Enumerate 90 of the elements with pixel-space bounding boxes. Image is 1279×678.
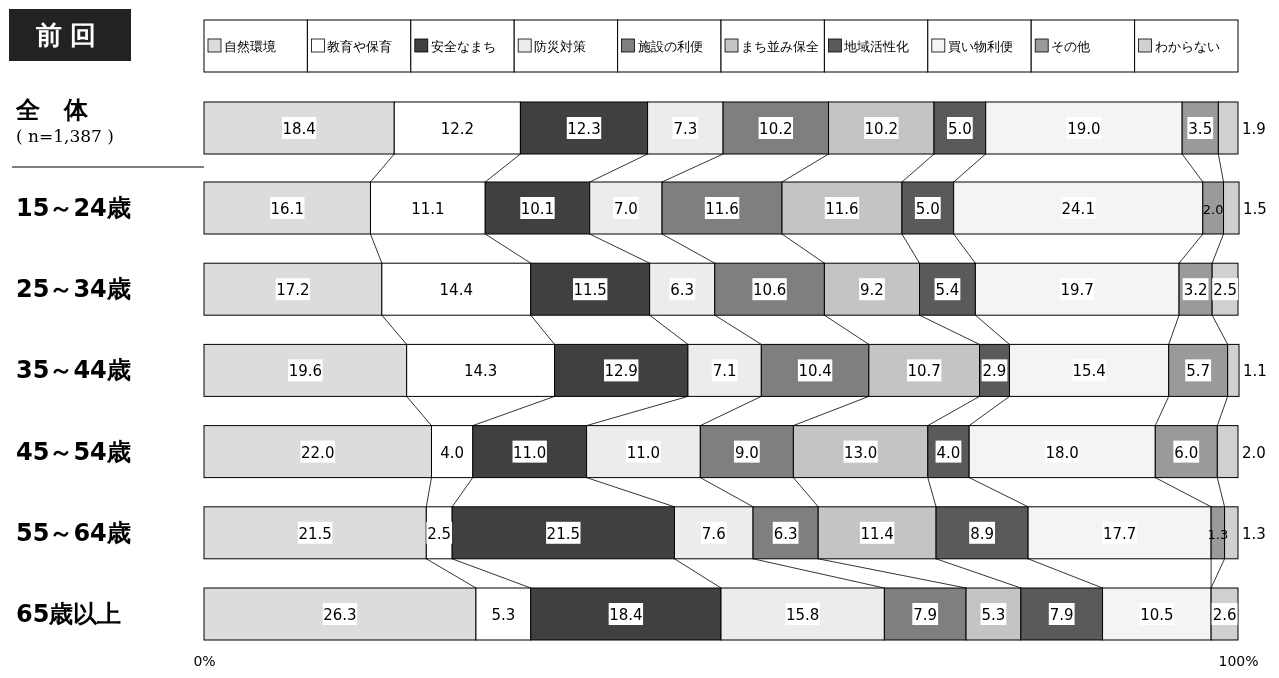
data-label: 7.9 bbox=[1049, 606, 1074, 624]
y-tick-label: 全 体 bbox=[15, 96, 89, 124]
data-label: 10.2 bbox=[759, 120, 793, 138]
data-label: 6.3 bbox=[773, 524, 798, 543]
legend-label: 安全なまち bbox=[430, 39, 496, 54]
data-label: 2.0 bbox=[1202, 202, 1224, 217]
y-tick-label: 25～34歳 bbox=[16, 275, 131, 304]
data-label: 13.0 bbox=[843, 443, 878, 462]
data-label: 2.9 bbox=[982, 362, 1007, 381]
data-label: 5.3 bbox=[491, 606, 516, 624]
data-label: 4.0 bbox=[936, 443, 961, 462]
data-label: 11.6 bbox=[705, 200, 739, 218]
data-label: 16.1 bbox=[270, 200, 304, 218]
y-tick-label: 15～24歳 bbox=[16, 194, 131, 222]
data-label: 14.4 bbox=[439, 281, 473, 300]
data-label: 11.0 bbox=[513, 443, 547, 462]
data-label: 5.3 bbox=[981, 606, 1006, 624]
data-label: 11.6 bbox=[825, 200, 859, 218]
legend-label: 自然環境 bbox=[224, 39, 276, 54]
title-box: 前回 bbox=[9, 9, 131, 61]
data-label: 5.0 bbox=[915, 200, 940, 218]
data-label: 18.4 bbox=[609, 606, 643, 624]
data-label: 12.9 bbox=[604, 362, 638, 381]
data-label: 7.0 bbox=[613, 200, 638, 218]
data-label: 7.1 bbox=[712, 362, 737, 381]
legend-label: わからない bbox=[1154, 39, 1220, 54]
legend-label: まち並み保全 bbox=[741, 39, 819, 54]
data-label: 21.5 bbox=[298, 524, 332, 543]
chart-title: 前回 bbox=[35, 20, 104, 50]
data-label: 19.7 bbox=[1060, 281, 1094, 300]
data-label: 10.1 bbox=[520, 200, 555, 218]
data-label: 5.4 bbox=[935, 281, 960, 300]
data-label: 11.5 bbox=[573, 281, 607, 300]
data-label: 24.1 bbox=[1061, 200, 1095, 218]
data-label: 2.5 bbox=[1213, 281, 1237, 300]
legend-label: その他 bbox=[1051, 39, 1091, 54]
data-label: 10.2 bbox=[864, 120, 898, 138]
data-label: 4.0 bbox=[440, 443, 465, 462]
data-label: 6.0 bbox=[1174, 443, 1199, 462]
data-label: 19.0 bbox=[1067, 120, 1101, 138]
data-label: 8.9 bbox=[970, 524, 995, 543]
data-label: 26.3 bbox=[323, 606, 357, 624]
data-label: 10.4 bbox=[798, 362, 832, 381]
data-label: 7.9 bbox=[913, 606, 938, 624]
data-label: 12.3 bbox=[567, 120, 601, 138]
data-label: 19.6 bbox=[288, 362, 323, 381]
data-label: 11.4 bbox=[860, 524, 894, 543]
x-tick-label: 0% bbox=[193, 652, 216, 669]
data-label: 1.9 bbox=[1241, 120, 1266, 138]
data-label: 9.2 bbox=[860, 281, 884, 300]
data-label: 6.3 bbox=[670, 281, 695, 300]
data-label: 2.6 bbox=[1212, 606, 1237, 624]
text: ( n=1,387 ) bbox=[16, 126, 114, 146]
data-label: 1.3 bbox=[1241, 524, 1266, 543]
data-label: 22.0 bbox=[301, 443, 335, 462]
data-label: 2.5 bbox=[427, 524, 452, 543]
legend-label: 施設の利便 bbox=[637, 39, 703, 54]
legend-label: 教育や保育 bbox=[327, 39, 393, 54]
data-label: 18.0 bbox=[1045, 443, 1079, 462]
data-label: 10.6 bbox=[752, 281, 787, 300]
data-label: 3.2 bbox=[1183, 281, 1208, 300]
data-label: 11.0 bbox=[626, 443, 661, 462]
y-tick-label: 45～54歳 bbox=[16, 437, 131, 466]
data-label: 18.4 bbox=[282, 120, 316, 138]
data-label: 17.2 bbox=[276, 281, 310, 300]
data-label: 17.7 bbox=[1102, 524, 1137, 543]
y-tick-label: 35～44歳 bbox=[16, 356, 131, 385]
data-label: 15.4 bbox=[1072, 362, 1106, 381]
legend-label: 買い物利便 bbox=[947, 39, 1013, 54]
data-label: 5.7 bbox=[1186, 362, 1211, 381]
legend-label: 地域活性化 bbox=[843, 39, 910, 54]
data-label: 5.0 bbox=[947, 120, 972, 138]
y-tick-label: 55～64歳 bbox=[16, 518, 131, 547]
data-label: 10.5 bbox=[1140, 606, 1174, 624]
data-label: 21.5 bbox=[546, 524, 581, 543]
data-label: 7.6 bbox=[701, 524, 726, 543]
data-label: 11.1 bbox=[411, 200, 445, 218]
x-tick-label: 100% bbox=[1218, 652, 1259, 669]
data-label: 2.0 bbox=[1241, 443, 1266, 462]
data-label: 14.3 bbox=[463, 362, 498, 381]
data-label: 10.7 bbox=[907, 362, 941, 381]
data-label: 3.5 bbox=[1188, 120, 1213, 138]
data-label: 12.2 bbox=[440, 120, 475, 138]
data-label: 1.1 bbox=[1243, 362, 1267, 381]
data-label: 7.3 bbox=[673, 120, 698, 138]
y-tick-label: 65歳以上 bbox=[16, 600, 122, 628]
data-label: 15.8 bbox=[785, 606, 820, 624]
data-label: 9.0 bbox=[734, 443, 759, 462]
data-label: 1.5 bbox=[1243, 200, 1267, 218]
legend-label: 防災対策 bbox=[534, 39, 587, 54]
